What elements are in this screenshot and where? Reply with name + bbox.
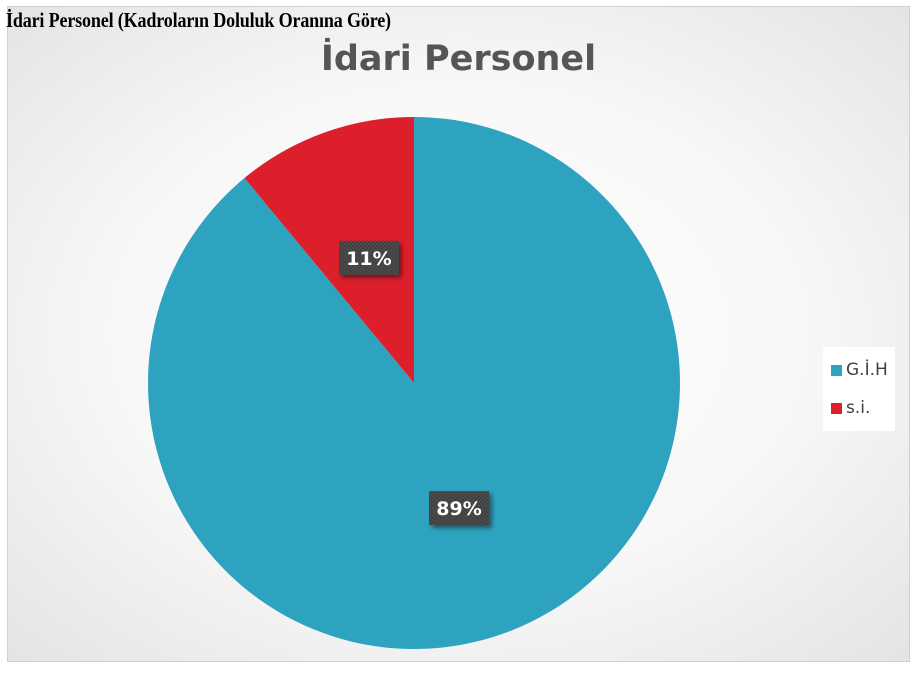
legend-item-gih: G.İ.H <box>831 351 891 389</box>
legend-item-si: s.i. <box>831 389 891 427</box>
chart-title: İdari Personel <box>320 39 597 79</box>
svg-text:11%: 11% <box>346 248 391 270</box>
data-label-1: 89% <box>429 491 490 526</box>
legend-swatch-gih <box>831 364 842 376</box>
pie-slice-2 <box>244 117 414 383</box>
pie-chart: 89% 11% <box>147 117 681 649</box>
legend-label-si: s.i. <box>846 398 871 418</box>
document-heading: İdari Personel (Kadroların Doluluk Oranı… <box>6 8 391 32</box>
legend-swatch-si <box>831 402 842 414</box>
data-label-2: 11% <box>338 240 399 275</box>
legend-label-gih: G.İ.H <box>846 360 888 380</box>
svg-text:89%: 89% <box>436 498 481 520</box>
chart-legend: G.İ.H s.i. <box>823 347 895 431</box>
chart-area: İdari Personel 89% 11% G.İ.H s.i. <box>7 6 910 662</box>
